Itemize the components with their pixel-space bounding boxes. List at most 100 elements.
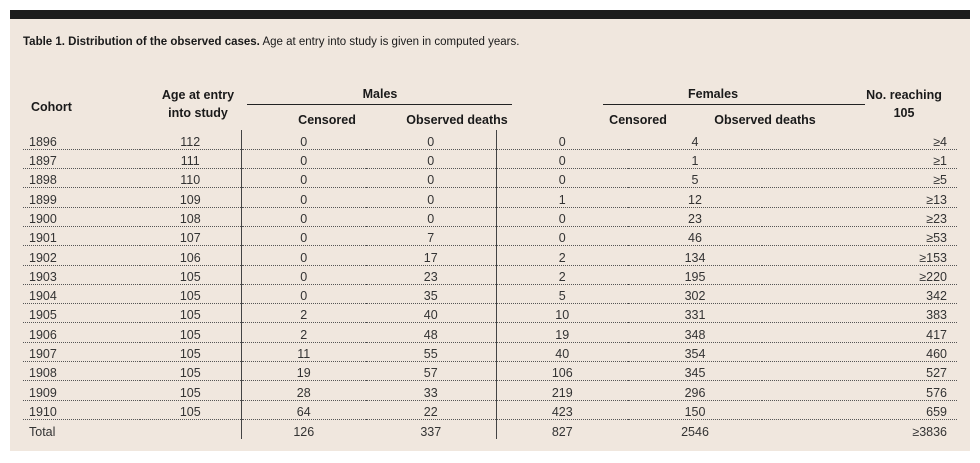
cell-female-deaths: 348 [628, 322, 762, 343]
cell-female-censored: 423 [495, 400, 628, 420]
table-row: 1898 110 0 0 0 5 ≥5 [23, 168, 957, 189]
cell-cohort: 1896 [23, 130, 140, 150]
cell-female-deaths: 331 [628, 303, 762, 324]
cell-female-deaths: 46 [628, 226, 762, 247]
header-male-censored: Censored [298, 113, 356, 127]
cell-female-censored: 5 [495, 284, 628, 305]
cell-female-deaths: 354 [628, 342, 762, 363]
cell-male-censored: 64 [240, 400, 366, 420]
cell-female-censored: 2 [495, 245, 628, 266]
table-row: 1904 105 0 35 5 302 342 [23, 284, 957, 305]
cell-cohort: 1900 [23, 207, 140, 227]
cell-female-deaths: 2546 [681, 424, 709, 439]
cell-male-deaths: 0 [366, 149, 496, 170]
cell-reaching-105: ≥53 [762, 226, 957, 247]
table-row: 1907 105 11 55 40 354 460 [23, 342, 957, 363]
cell-male-censored: 0 [240, 284, 366, 305]
header-reaching-line2: 105 [893, 106, 915, 120]
cell-male-deaths: 337 [420, 424, 442, 439]
cell-male-deaths: 33 [366, 380, 496, 401]
cell-cohort: 1899 [23, 187, 140, 208]
cell-female-censored: 1 [495, 187, 628, 208]
table-row: 1906 105 2 48 19 348 417 [23, 322, 957, 343]
table-row: 1903 105 0 23 2 195 ≥220 [23, 265, 957, 285]
cell-age-at-entry: 110 [140, 168, 241, 189]
cell-male-deaths: 0 [366, 187, 496, 208]
cell-cohort: 1904 [23, 284, 140, 305]
cell-reaching-105: 383 [762, 303, 957, 324]
table-row: 1902 106 0 17 2 134 ≥153 [23, 245, 957, 266]
cell-female-censored: 0 [495, 226, 628, 247]
cell-female-censored: 0 [495, 130, 628, 150]
cell-age-at-entry: 111 [140, 149, 241, 170]
header-female-censored: Censored [609, 113, 667, 127]
cell-reaching-105: ≥3836 [912, 424, 947, 439]
cell-reaching-105: 527 [762, 361, 957, 382]
cell-cohort: Total [29, 424, 56, 439]
cell-cohort: 1907 [23, 342, 140, 363]
cell-male-censored: 28 [240, 380, 366, 401]
header-age-line2: into study [168, 106, 228, 120]
cell-male-censored: 0 [240, 226, 366, 247]
table-row: 1909 105 28 33 219 296 576 [23, 380, 957, 401]
cell-cohort: 1903 [23, 265, 140, 285]
cell-female-deaths: 195 [628, 265, 762, 285]
header-females: Females [687, 87, 739, 101]
cell-reaching-105: 659 [762, 400, 957, 420]
cell-female-deaths: 150 [628, 400, 762, 420]
cell-female-censored: 0 [495, 168, 628, 189]
cell-age-at-entry: 106 [140, 245, 241, 266]
cell-male-deaths: 0 [366, 168, 496, 189]
cell-male-deaths: 22 [366, 400, 496, 420]
caption-title: Table 1. Distribution of the observed ca… [23, 36, 260, 48]
cell-reaching-105: ≥13 [762, 187, 957, 208]
table-row: 1899 109 0 0 1 12 ≥13 [23, 187, 957, 208]
cell-female-deaths: 296 [628, 380, 762, 401]
cell-reaching-105: 460 [762, 342, 957, 363]
cell-female-censored: 19 [495, 322, 628, 343]
cell-male-censored: 126 [240, 419, 366, 439]
cell-age-at-entry: 105 [140, 284, 241, 305]
cell-age-at-entry: 107 [140, 226, 241, 247]
cell-cohort: 1897 [23, 149, 140, 170]
cell-male-censored: 11 [240, 342, 366, 363]
cell-cohort: 1910 [23, 400, 140, 420]
cell-female-deaths: 1 [628, 149, 762, 170]
cell-cohort: 1909 [23, 380, 140, 401]
cell-female-deaths: 5 [628, 168, 762, 189]
cell-reaching-105: 342 [762, 284, 957, 305]
table-row: 1910 105 64 22 423 150 659 [23, 400, 957, 420]
cell-age-at-entry: 105 [140, 361, 241, 382]
cell-age-at-entry: 105 [140, 342, 241, 363]
cell-female-deaths: 4 [628, 130, 762, 150]
header-male-deaths: Observed deaths [406, 113, 508, 127]
cell-reaching-105: 417 [762, 322, 957, 343]
cell-age-at-entry: 109 [140, 187, 241, 208]
cell-male-censored: 19 [240, 361, 366, 382]
cell-female-censored: 0 [495, 149, 628, 170]
cell-cohort: 1901 [23, 226, 140, 247]
cell-cohort: 1908 [23, 361, 140, 382]
cell-male-deaths: 0 [366, 130, 496, 150]
cell-male-deaths: 55 [366, 342, 496, 363]
cell-age-at-entry: 105 [140, 265, 241, 285]
header-reaching-line1: No. reaching [866, 88, 942, 102]
cell-male-deaths: 23 [366, 265, 496, 285]
cell-female-deaths: 12 [628, 187, 762, 208]
cell-female-censored: 827 [495, 419, 628, 439]
cell-age-at-entry: 105 [140, 380, 241, 401]
table-row: 1897 111 0 0 0 1 ≥1 [23, 149, 957, 170]
cell-male-deaths: 17 [366, 245, 496, 266]
cell-reaching-105: ≥5 [762, 168, 957, 189]
cell-reaching-105: ≥23 [762, 207, 957, 227]
cell-male-deaths: 0 [366, 207, 496, 227]
cell-reaching-105: ≥153 [762, 245, 957, 266]
cell-cohort: 1906 [23, 322, 140, 343]
cell-male-censored: 0 [240, 245, 366, 266]
cell-cohort: 1905 [23, 303, 140, 324]
cell-female-censored: 106 [495, 361, 628, 382]
cell-reaching-105: ≥220 [762, 265, 957, 285]
cell-cohort: 1902 [23, 245, 140, 266]
cell-female-censored: 0 [495, 207, 628, 227]
cell-female-censored: 10 [495, 303, 628, 324]
